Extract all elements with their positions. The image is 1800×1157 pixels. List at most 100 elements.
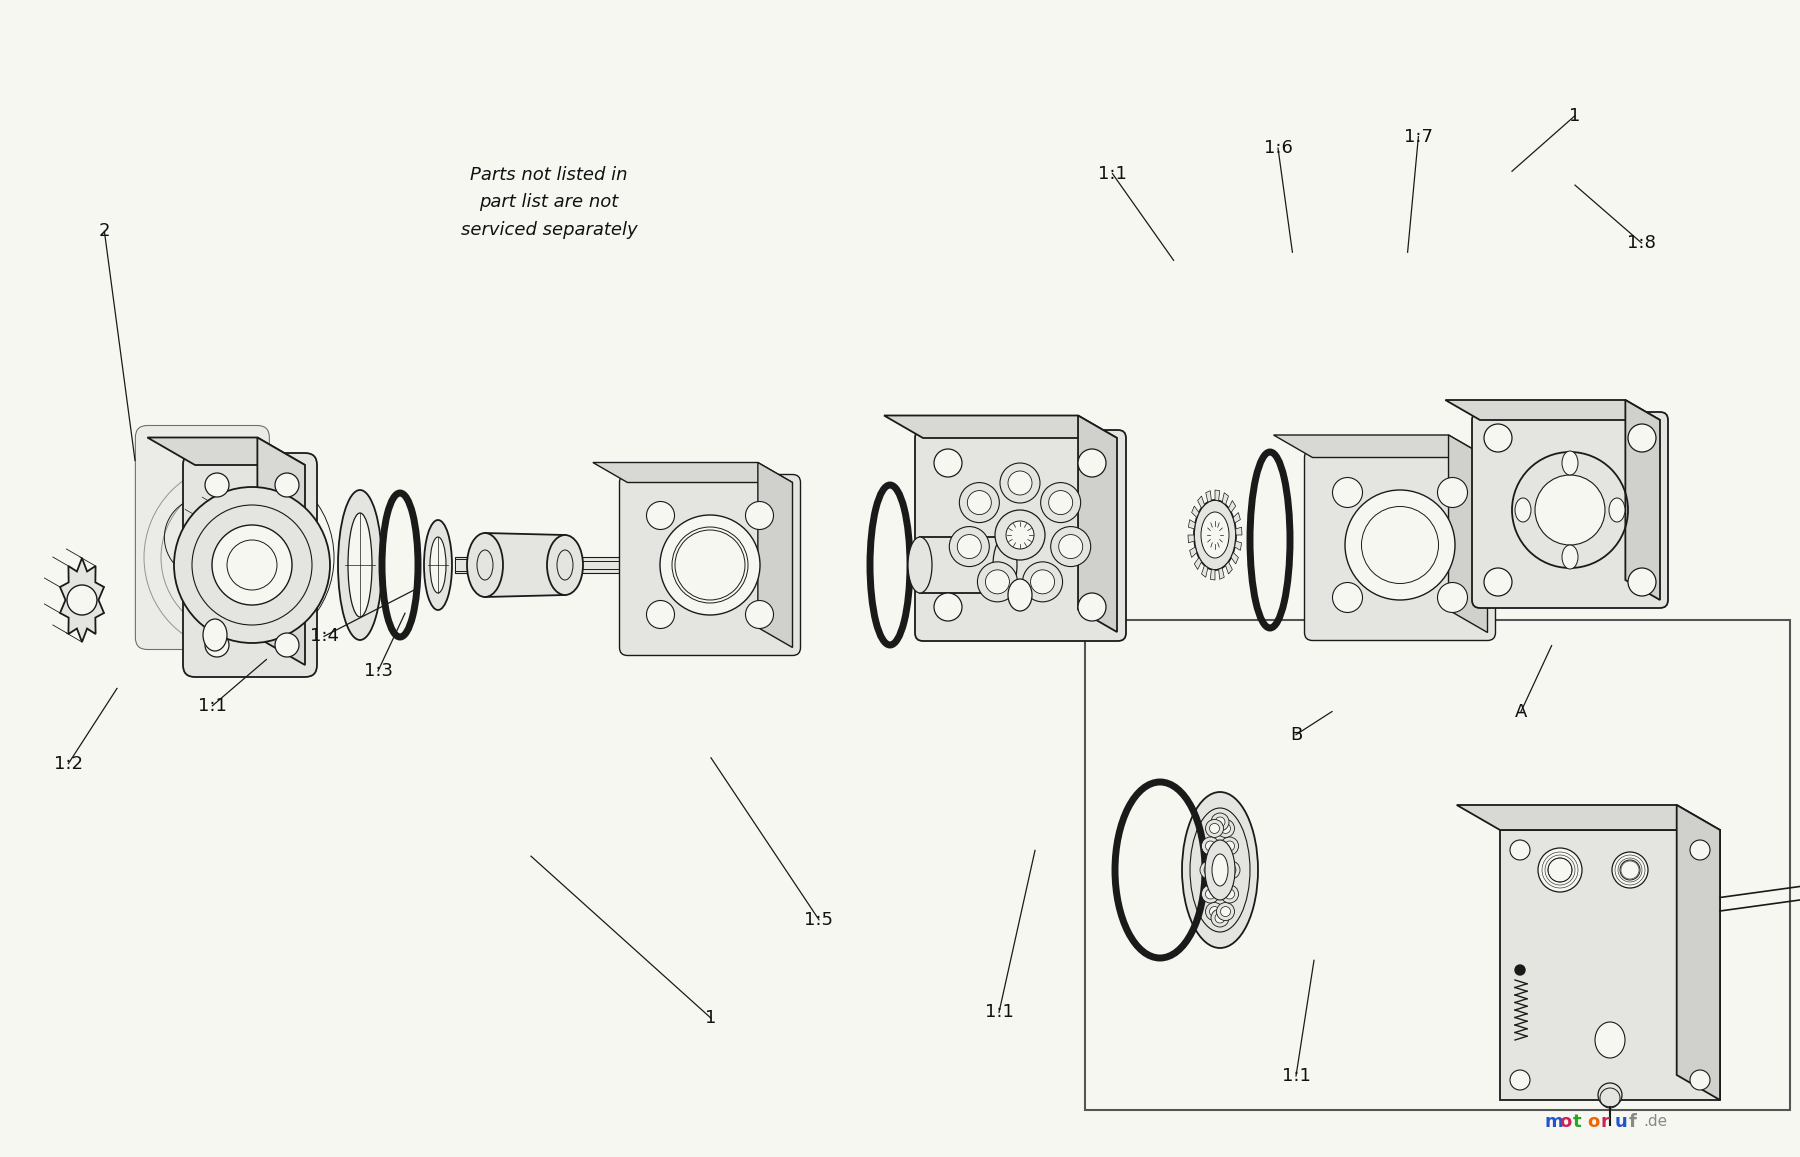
Ellipse shape xyxy=(347,513,373,617)
Circle shape xyxy=(1078,449,1105,477)
Polygon shape xyxy=(1003,548,1015,552)
Polygon shape xyxy=(1215,491,1220,501)
Circle shape xyxy=(1217,819,1235,838)
Polygon shape xyxy=(1003,574,1015,577)
Circle shape xyxy=(1220,907,1231,916)
Text: 1:7: 1:7 xyxy=(1404,127,1433,146)
Text: 1:3: 1:3 xyxy=(364,662,392,680)
Ellipse shape xyxy=(1562,545,1579,569)
Ellipse shape xyxy=(907,537,932,594)
Polygon shape xyxy=(1078,415,1118,632)
Polygon shape xyxy=(1197,496,1204,508)
Polygon shape xyxy=(1274,435,1487,457)
Circle shape xyxy=(661,515,760,616)
Circle shape xyxy=(1206,902,1224,921)
Circle shape xyxy=(1224,841,1235,852)
Ellipse shape xyxy=(466,533,502,597)
Polygon shape xyxy=(1192,506,1199,517)
Polygon shape xyxy=(1206,491,1211,502)
Polygon shape xyxy=(1202,566,1208,577)
Circle shape xyxy=(1510,840,1530,860)
Polygon shape xyxy=(884,415,1118,439)
Text: 1:8: 1:8 xyxy=(1627,234,1656,252)
Polygon shape xyxy=(1219,568,1224,580)
Circle shape xyxy=(1627,423,1656,452)
Polygon shape xyxy=(1003,578,1015,582)
Circle shape xyxy=(934,449,961,477)
Polygon shape xyxy=(758,463,792,648)
Polygon shape xyxy=(1226,562,1233,574)
Circle shape xyxy=(958,535,981,559)
Circle shape xyxy=(1627,568,1656,596)
Circle shape xyxy=(1031,570,1055,594)
Circle shape xyxy=(1613,852,1649,889)
Circle shape xyxy=(745,600,774,628)
Polygon shape xyxy=(1210,569,1215,580)
Circle shape xyxy=(1483,423,1512,452)
FancyBboxPatch shape xyxy=(1305,450,1496,641)
Ellipse shape xyxy=(1211,854,1228,886)
Circle shape xyxy=(1438,582,1467,612)
Polygon shape xyxy=(1003,567,1015,570)
Circle shape xyxy=(646,501,675,530)
Text: .de: .de xyxy=(1643,1114,1667,1129)
Text: 1:2: 1:2 xyxy=(54,754,83,773)
Circle shape xyxy=(949,526,990,567)
Ellipse shape xyxy=(425,519,452,610)
Polygon shape xyxy=(1195,558,1202,569)
Circle shape xyxy=(646,600,675,628)
Circle shape xyxy=(1220,837,1238,855)
Circle shape xyxy=(1201,885,1219,902)
Polygon shape xyxy=(1235,528,1242,535)
Text: 1:4: 1:4 xyxy=(310,627,338,646)
Circle shape xyxy=(1483,568,1512,596)
Ellipse shape xyxy=(1595,1022,1625,1057)
Circle shape xyxy=(1206,841,1215,852)
Text: 1:5: 1:5 xyxy=(805,911,833,929)
Ellipse shape xyxy=(1183,793,1258,948)
Polygon shape xyxy=(1003,582,1015,585)
Circle shape xyxy=(1215,817,1226,827)
Circle shape xyxy=(275,473,299,498)
Circle shape xyxy=(1206,819,1224,838)
Circle shape xyxy=(745,501,774,530)
Text: o: o xyxy=(1588,1113,1598,1132)
Polygon shape xyxy=(592,463,792,482)
Polygon shape xyxy=(1003,555,1015,559)
Circle shape xyxy=(967,491,992,515)
Polygon shape xyxy=(1190,547,1197,558)
Circle shape xyxy=(175,487,329,643)
Polygon shape xyxy=(257,437,304,665)
Polygon shape xyxy=(455,557,675,573)
Circle shape xyxy=(1535,476,1606,545)
Circle shape xyxy=(1051,526,1091,567)
Circle shape xyxy=(1210,907,1220,916)
Circle shape xyxy=(205,633,229,657)
Circle shape xyxy=(205,473,229,498)
Circle shape xyxy=(1040,482,1080,523)
Polygon shape xyxy=(1003,537,1015,540)
Circle shape xyxy=(1516,965,1525,975)
Circle shape xyxy=(985,570,1010,594)
Text: 1:1: 1:1 xyxy=(198,697,227,715)
Circle shape xyxy=(1204,865,1213,875)
Polygon shape xyxy=(484,533,565,597)
Text: 1:1: 1:1 xyxy=(1282,1067,1310,1085)
Polygon shape xyxy=(1449,435,1487,633)
Ellipse shape xyxy=(1193,500,1237,570)
Polygon shape xyxy=(1003,545,1015,548)
Circle shape xyxy=(1022,562,1062,602)
Circle shape xyxy=(1001,463,1040,503)
Circle shape xyxy=(1006,521,1033,550)
Ellipse shape xyxy=(1516,498,1532,522)
Circle shape xyxy=(212,525,292,605)
Polygon shape xyxy=(1003,570,1015,574)
Circle shape xyxy=(1224,889,1235,899)
Circle shape xyxy=(934,594,961,621)
Circle shape xyxy=(1222,861,1240,879)
Polygon shape xyxy=(1231,553,1238,563)
Text: t: t xyxy=(1573,1113,1582,1132)
Circle shape xyxy=(67,585,97,616)
Polygon shape xyxy=(1003,563,1015,567)
Text: 1:1: 1:1 xyxy=(1098,164,1127,183)
